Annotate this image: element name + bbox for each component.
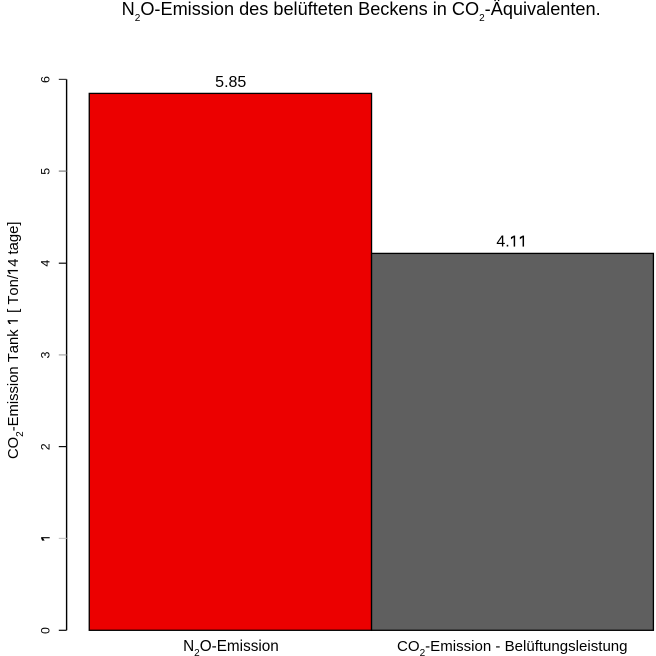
svg-text:3: 3: [39, 351, 53, 358]
svg-text:1: 1: [39, 535, 53, 542]
svg-text:4: 4: [39, 260, 53, 267]
svg-text:N2O-Emission: N2O-Emission: [183, 638, 279, 656]
svg-text:2: 2: [39, 443, 53, 450]
svg-text:4.11: 4.11: [496, 234, 527, 251]
svg-text:5: 5: [39, 168, 53, 175]
svg-text:0: 0: [39, 627, 53, 634]
svg-text:CO2-Emission - Belüftungsleist: CO2-Emission - Belüftungsleistung: [397, 638, 628, 656]
svg-text:5.85: 5.85: [215, 74, 246, 91]
svg-text:CO2-Emission Tank 1 [ Ton/14 t: CO2-Emission Tank 1 [ Ton/14 tage]: [6, 222, 26, 460]
svg-text:6: 6: [39, 76, 53, 83]
